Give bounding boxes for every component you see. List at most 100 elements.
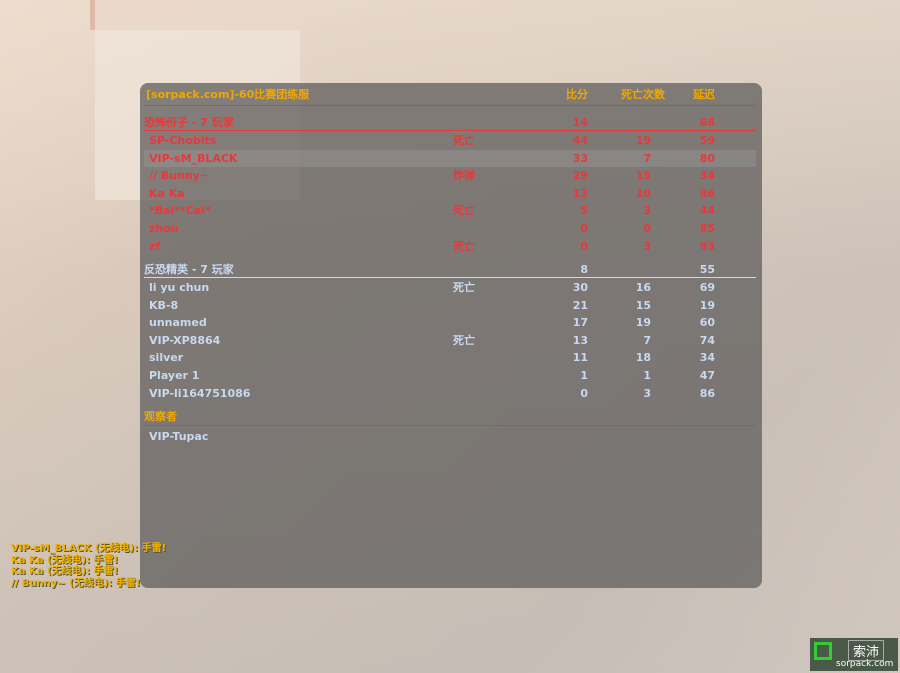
player-score: 33 [572, 151, 588, 165]
player-deaths: 18 [635, 351, 651, 365]
scoreboard-header: [sorpack.com]-60比赛团练服 比分 死亡次数 延迟 [140, 86, 762, 103]
player-ping: 69 [699, 281, 715, 294]
team-ping: 55 [699, 263, 715, 276]
player-name: Ka Ka [149, 186, 185, 200]
sorpack-watermark: 索沛 sorpack.com [810, 638, 898, 671]
spectator-row[interactable]: VIP-Tupac [140, 428, 762, 445]
player-row[interactable]: KB-8 21 15 19 [140, 297, 762, 314]
player-name: unnamed [149, 316, 207, 330]
player-row[interactable]: // Bunny~ 炸弹 29 15 34 [140, 167, 762, 184]
player-status: 死亡 [453, 333, 475, 347]
player-ping: 86 [699, 186, 715, 200]
player-ping: 44 [699, 204, 715, 218]
player-row[interactable]: VIP-li164751086 0 3 86 [140, 385, 762, 402]
player-status: 死亡 [453, 134, 475, 147]
player-deaths: 0 [643, 222, 651, 235]
player-ping: 80 [699, 151, 715, 165]
player-deaths: 10 [635, 186, 651, 200]
team-divider [144, 130, 756, 131]
player-name: // Bunny~ [149, 169, 210, 183]
player-status: 炸弹 [453, 169, 475, 183]
score-column-header: 比分 [566, 88, 588, 101]
player-ping: 34 [699, 351, 715, 365]
spectators-label: 观察者 [144, 410, 177, 423]
player-deaths: 7 [643, 333, 651, 347]
player-deaths: 19 [635, 316, 651, 330]
player-row[interactable]: zf 死亡 0 3 93 [140, 238, 762, 255]
player-score: 11 [572, 351, 588, 365]
player-score: 13 [572, 186, 588, 200]
player-row[interactable]: silver 11 18 34 [140, 349, 762, 366]
player-deaths: 3 [643, 204, 651, 218]
chat-message: // Bunny~ (无线电): 手雷! [11, 577, 141, 589]
team-ping: 68 [699, 116, 715, 129]
watermark-cn: 索沛 [848, 640, 885, 661]
player-name: Player 1 [149, 369, 200, 382]
player-ping: 74 [699, 333, 715, 347]
player-status: 死亡 [453, 281, 475, 294]
player-ping: 93 [699, 239, 715, 253]
spectator-name: VIP-Tupac [149, 430, 209, 443]
player-deaths: 19 [635, 134, 651, 147]
player-row[interactable]: unnamed 17 19 60 [140, 314, 762, 331]
player-score: 29 [572, 169, 588, 183]
player-score: 0 [580, 222, 588, 235]
player-ping: 19 [699, 298, 715, 312]
player-row[interactable]: zhou 0 0 85 [140, 220, 762, 237]
player-name: zf [149, 239, 161, 253]
player-score: 13 [572, 333, 588, 347]
deaths-column-header: 死亡次数 [621, 88, 665, 101]
player-name: VIP-sM_BLACK [149, 151, 238, 165]
player-row[interactable]: li yu chun 死亡 30 16 69 [140, 279, 762, 296]
team-header-counter_terrorists: 反恐精英 - 7 玩家 8 55 [140, 261, 762, 278]
selected-row-highlight [144, 149, 756, 167]
player-status: 死亡 [453, 204, 475, 218]
chat-message: Ka Ka (无线电): 手雷! [11, 566, 119, 577]
player-name: KB-8 [149, 298, 179, 312]
player-score: 0 [580, 239, 588, 253]
player-name: VIP-li164751086 [149, 386, 251, 400]
player-row[interactable]: VIP-XP8864 死亡 13 7 74 [140, 332, 762, 349]
team-divider [144, 277, 756, 278]
logo-square-icon [814, 642, 832, 660]
player-score: 1 [580, 369, 588, 382]
chat-log: VIP-sM_BLACK (无线电): 手雷! Ka Ka (无线电): 手雷! K… [11, 543, 166, 589]
player-score: 0 [580, 386, 588, 400]
player-ping: 85 [699, 222, 715, 235]
watermark-url: sorpack.com [836, 659, 894, 669]
team-header-label: 恐怖份子 - 7 玩家 [144, 116, 234, 129]
player-name: zhou [149, 222, 179, 235]
player-ping: 60 [699, 316, 715, 330]
player-score: 44 [572, 134, 588, 147]
player-ping: 59 [699, 134, 715, 147]
player-score: 5 [580, 204, 588, 218]
player-row[interactable]: *Bai**Cai* 死亡 5 3 44 [140, 202, 762, 219]
player-row[interactable]: SP-Chobits 死亡 44 19 59 [140, 132, 762, 149]
player-row[interactable]: VIP-sM_BLACK 33 7 80 [140, 150, 762, 167]
player-ping: 86 [699, 386, 715, 400]
player-score: 17 [572, 316, 588, 330]
chat-message: VIP-sM_BLACK (无线电): 手雷! [11, 543, 167, 554]
team-score: 8 [580, 263, 588, 276]
player-deaths: 3 [643, 239, 651, 253]
player-score: 21 [572, 298, 588, 312]
player-row[interactable]: Ka Ka 13 10 86 [140, 185, 762, 202]
player-ping: 34 [699, 169, 715, 183]
spectators-divider [144, 425, 756, 426]
team-header-label: 反恐精英 - 7 玩家 [144, 263, 234, 276]
team-header-terrorists: 恐怖份子 - 7 玩家 14 68 [140, 114, 762, 131]
player-name: silver [149, 351, 184, 365]
player-row[interactable]: Player 1 1 1 47 [140, 367, 762, 384]
scoreboard: [sorpack.com]-60比赛团练服 比分 死亡次数 延迟 恐怖份子 - … [140, 83, 762, 588]
ping-column-header: 延迟 [693, 88, 715, 101]
player-ping: 47 [699, 369, 715, 382]
player-name: SP-Chobits [149, 134, 217, 147]
player-deaths: 15 [635, 298, 651, 312]
server-title: [sorpack.com]-60比赛团练服 [146, 88, 310, 101]
player-deaths: 16 [635, 281, 651, 294]
player-score: 30 [572, 281, 588, 294]
player-deaths: 3 [643, 386, 651, 400]
divider [144, 105, 756, 106]
player-deaths: 15 [635, 169, 651, 183]
player-name: *Bai**Cai* [149, 204, 211, 218]
